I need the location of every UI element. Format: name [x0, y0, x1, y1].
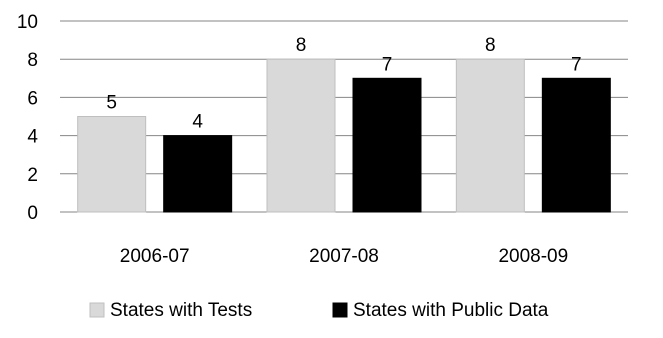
bar [352, 77, 422, 213]
legend-label: States with Public Data [353, 300, 549, 321]
y-tick-label: 8 [27, 50, 38, 71]
x-axis-ticks: 2006-07 2007-08 2008-09 [120, 246, 568, 267]
x-tick-label: 2008-09 [498, 246, 568, 267]
data-label: 7 [571, 54, 582, 75]
legend-swatch [332, 302, 348, 318]
data-label: 8 [296, 35, 307, 56]
y-tick-label: 2 [27, 165, 38, 186]
data-label: 5 [106, 93, 117, 114]
legend-swatch [89, 302, 105, 318]
data-label: 8 [485, 35, 496, 56]
y-tick-label: 4 [27, 127, 38, 148]
gridlines [60, 20, 628, 213]
bar [541, 77, 611, 213]
bars [77, 58, 611, 213]
y-tick-label: 6 [27, 88, 38, 109]
y-tick-label: 10 [17, 12, 38, 33]
bar [77, 116, 147, 213]
bar [163, 135, 233, 213]
legend-label: States with Tests [110, 300, 252, 321]
y-axis-ticks: 0 2 4 6 8 10 [17, 12, 39, 224]
data-label: 7 [382, 54, 393, 75]
data-label: 4 [192, 112, 203, 133]
bar [455, 58, 525, 213]
bar [266, 58, 336, 213]
legend: States with Tests States with Public Data [89, 300, 549, 321]
x-tick-label: 2007-08 [309, 246, 379, 267]
y-tick-label: 0 [27, 203, 38, 224]
data-labels: 5 4 8 7 8 7 [106, 35, 581, 132]
x-tick-label: 2006-07 [120, 246, 190, 267]
